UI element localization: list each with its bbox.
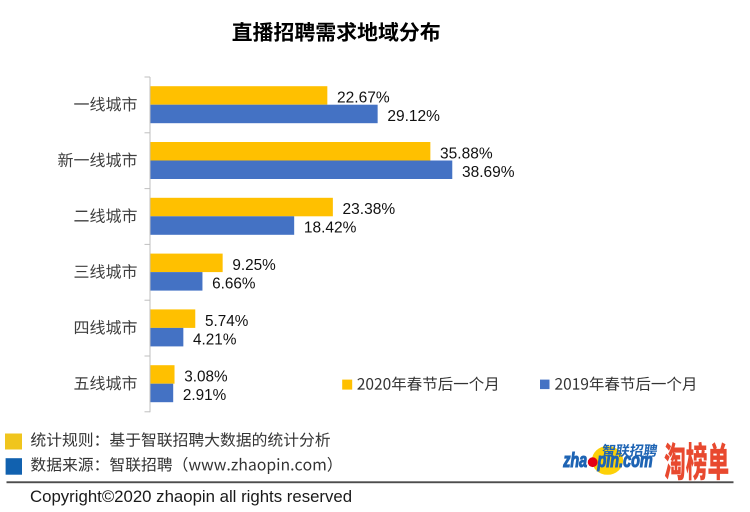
- svg-text:23.38%: 23.38%: [343, 201, 396, 218]
- svg-text:3.08%: 3.08%: [184, 369, 227, 386]
- svg-text:35.88%: 35.88%: [440, 145, 493, 162]
- svg-text:5.74%: 5.74%: [205, 313, 248, 330]
- svg-text:Copyright©2020 zhaopin all rig: Copyright©2020 zhaopin all rights reserv…: [30, 487, 352, 506]
- svg-text:pin.com: pin.com: [597, 449, 653, 472]
- svg-text:6.66%: 6.66%: [212, 275, 255, 292]
- svg-text:4.21%: 4.21%: [193, 331, 236, 348]
- svg-text:9.25%: 9.25%: [232, 257, 275, 274]
- svg-text:38.69%: 38.69%: [462, 164, 515, 181]
- svg-text:2.91%: 2.91%: [183, 387, 226, 404]
- svg-text:zha: zha: [562, 449, 587, 472]
- svg-text:18.42%: 18.42%: [304, 220, 357, 237]
- svg-text:29.12%: 29.12%: [387, 108, 440, 125]
- svg-text:22.67%: 22.67%: [337, 90, 390, 107]
